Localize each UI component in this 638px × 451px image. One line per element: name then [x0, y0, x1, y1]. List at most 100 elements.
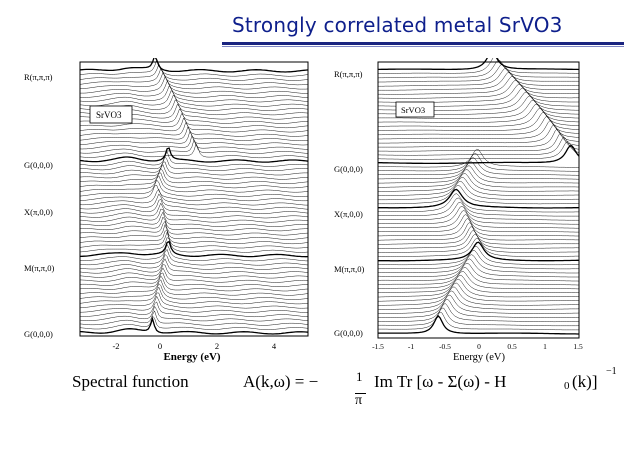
spectral-curve: [378, 234, 579, 253]
spectral-curve: [79, 279, 309, 296]
spectral-curve: [79, 275, 309, 292]
spectral-curve: [79, 63, 309, 81]
spectral-curve: [378, 112, 580, 131]
right-kpoint-label: G(0,0,0): [334, 164, 363, 174]
spectral-curve: [378, 116, 580, 136]
spectral-curve: [79, 59, 309, 77]
left-xtick-label: 4: [272, 341, 277, 351]
spectral-curve: [378, 141, 580, 160]
formula-lhs: A(k,ω) = −: [243, 372, 319, 391]
spectral-curve: [79, 231, 309, 249]
spectral-curve: [377, 59, 580, 79]
spectral-curve: [79, 248, 309, 266]
left-plot-frame: [79, 61, 309, 337]
spectral-curve: [79, 179, 309, 197]
spectral-curve: [377, 132, 580, 152]
spectral-curve: [79, 283, 309, 300]
spectral-curve: [378, 80, 579, 99]
title-underline-thin: [222, 46, 624, 47]
spectral-curve: [79, 310, 309, 326]
spectral-curve: [377, 161, 579, 180]
right-spectral-plot: R(π,π,π) G(0,0,0) X(π,0,0) M(π,π,0) G(0,…: [334, 58, 583, 363]
spectral-curve: [377, 267, 579, 286]
spectral-curve: [378, 173, 579, 192]
spectral-curve: [378, 148, 579, 168]
right-kpoint-label: X(π,0,0): [334, 209, 363, 219]
spectral-curve: [378, 206, 580, 225]
spectral-curve: [79, 286, 309, 305]
spectral-curve: [80, 185, 309, 202]
title-underline: [222, 42, 624, 45]
right-xtick-label: 1.5: [573, 342, 583, 351]
spectral-curve: [378, 128, 580, 148]
right-kpoint-label: G(0,0,0): [334, 328, 363, 338]
left-spectral-curves: [79, 58, 309, 335]
spectral-curve: [378, 315, 579, 335]
left-xtick-label: 2: [215, 341, 219, 351]
spectral-curve: [378, 262, 580, 282]
spectral-curve: [378, 120, 580, 140]
spectral-curve: [79, 264, 309, 279]
spectral-curve: [378, 218, 579, 237]
spectral-curve: [378, 250, 579, 270]
spectral-curve: [79, 121, 309, 137]
spectral-curve: [378, 201, 579, 221]
spectral-curve: [79, 172, 309, 189]
spectral-curve: [378, 193, 579, 213]
spectral-curve: [378, 185, 579, 205]
spectral-curve: [79, 167, 309, 184]
spectral-curve: [79, 223, 309, 240]
spectral-curve: [378, 290, 580, 310]
formula-tail: (k)]: [572, 372, 598, 391]
spectral-curve: [79, 198, 309, 214]
right-xtick-label: -1.5: [372, 342, 384, 351]
formula-subscript: 0: [564, 380, 570, 392]
formula-frac-den: π: [355, 393, 363, 408]
spectral-curve: [378, 303, 580, 323]
spectral-curve: [80, 295, 308, 313]
spectral-curve: [79, 155, 309, 171]
spectral-curve: [79, 151, 309, 167]
right-x-axis-label: Energy (eV): [453, 352, 505, 363]
spectral-curve: [378, 177, 579, 196]
spectral-curve: [79, 301, 309, 318]
spectral-curve: [378, 226, 579, 245]
spectral-curve: [378, 145, 580, 165]
left-kpoint-label: G(0,0,0): [24, 329, 53, 339]
spectral-curve: [79, 68, 309, 86]
spectral-curve: [79, 258, 309, 275]
spectral-curve: [378, 169, 579, 188]
spectral-curve: [79, 208, 309, 223]
right-xtick-label: 0: [477, 342, 481, 351]
right-kpoint-label: R(π,π,π): [334, 69, 363, 79]
formula-lead: Spectral function: [72, 372, 189, 391]
right-xtick-label: 0.5: [507, 342, 517, 351]
spectral-curve: [378, 282, 580, 302]
spectral-curve: [378, 241, 579, 262]
spectral-curve: [378, 72, 579, 91]
spectral-curve: [80, 216, 308, 232]
spectral-curve: [378, 214, 579, 233]
left-kpoint-label: G(0,0,0): [24, 160, 53, 170]
right-xtick-label: -1: [408, 342, 414, 351]
spectral-curve: [378, 222, 579, 241]
left-xtick-label: -2: [112, 341, 119, 351]
right-inset-box: [395, 101, 435, 118]
spectral-curve: [79, 267, 309, 283]
spectral-curve: [80, 76, 308, 94]
spectral-curve: [79, 220, 309, 236]
spectral-curve: [378, 180, 579, 201]
spectral-curve: [378, 278, 579, 298]
spectral-curve: [79, 237, 309, 253]
spectral-curve: [377, 246, 579, 266]
spectral-curve: [377, 165, 580, 184]
formula-superscript: −1: [606, 366, 617, 377]
spectral-curve: [378, 197, 579, 217]
spectral-curve: [79, 175, 309, 193]
formula-fraction-bar: [355, 393, 366, 394]
spectral-curve: [79, 143, 309, 159]
spectral-curve: [79, 72, 309, 90]
spectral-curve: [378, 210, 579, 229]
spectral-curve: [79, 272, 309, 287]
right-xtick-label: 1: [543, 342, 547, 351]
